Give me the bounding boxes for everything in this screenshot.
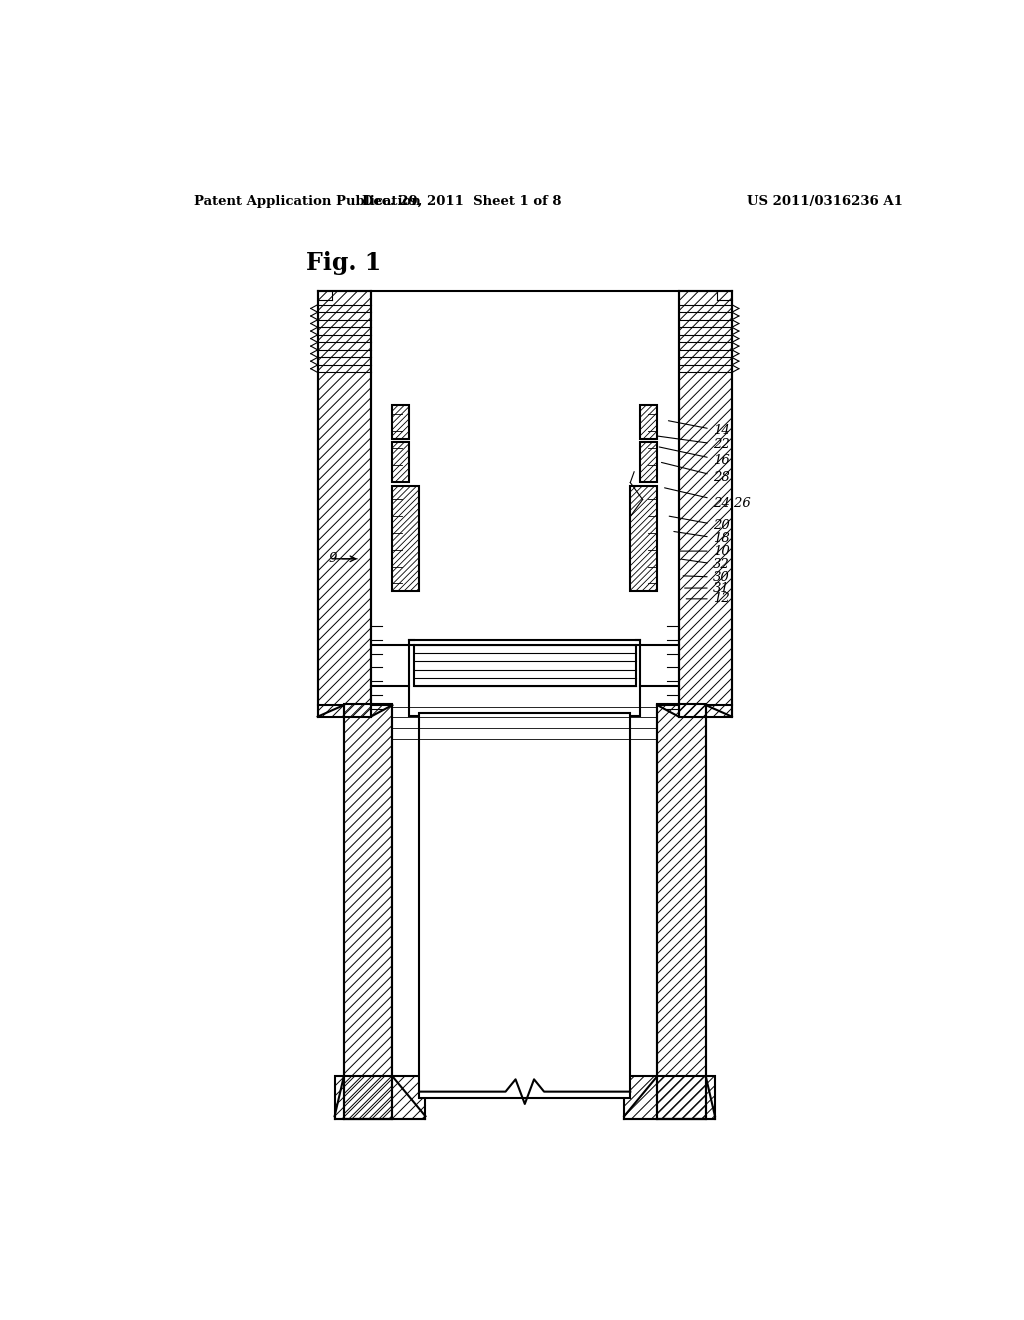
Text: 32: 32 <box>682 558 729 572</box>
Bar <box>640 405 657 440</box>
Bar <box>344 704 392 1119</box>
Text: 30: 30 <box>683 570 729 583</box>
Text: 12: 12 <box>686 593 729 606</box>
Bar <box>657 704 706 1119</box>
Bar <box>625 1076 715 1119</box>
Bar <box>410 640 640 715</box>
Bar <box>344 704 392 1119</box>
Text: 9: 9 <box>329 552 357 565</box>
Text: 22: 22 <box>657 436 729 451</box>
Bar <box>371 290 679 717</box>
Bar <box>419 713 631 1098</box>
Text: 18: 18 <box>674 532 729 545</box>
Bar <box>335 1076 425 1119</box>
Text: 24,26: 24,26 <box>665 488 751 510</box>
Text: Patent Application Publication: Patent Application Publication <box>194 194 421 207</box>
Bar <box>392 442 410 482</box>
Bar <box>414 645 636 686</box>
Bar <box>679 290 732 717</box>
Bar <box>640 442 657 482</box>
Bar <box>640 405 657 440</box>
Bar <box>679 290 732 717</box>
Bar <box>631 486 657 591</box>
Bar <box>317 290 371 717</box>
Bar <box>631 486 657 591</box>
Bar <box>392 442 410 482</box>
Bar <box>625 1076 715 1119</box>
Bar <box>317 290 371 717</box>
Text: 20: 20 <box>670 516 729 532</box>
Bar <box>657 704 706 1119</box>
Text: 31: 31 <box>685 582 729 594</box>
Bar <box>392 486 419 591</box>
Text: Fig. 1: Fig. 1 <box>306 251 381 275</box>
Bar <box>392 486 419 591</box>
Bar <box>392 405 410 440</box>
Text: 28: 28 <box>662 462 729 483</box>
Text: 16: 16 <box>659 447 729 467</box>
Text: Dec. 29, 2011  Sheet 1 of 8: Dec. 29, 2011 Sheet 1 of 8 <box>361 194 561 207</box>
Text: US 2011/0316236 A1: US 2011/0316236 A1 <box>746 194 902 207</box>
Bar <box>640 442 657 482</box>
Text: 14: 14 <box>669 421 729 437</box>
Bar <box>392 405 410 440</box>
Bar <box>392 704 657 1119</box>
Bar <box>335 1076 425 1119</box>
Text: 10: 10 <box>680 545 729 557</box>
